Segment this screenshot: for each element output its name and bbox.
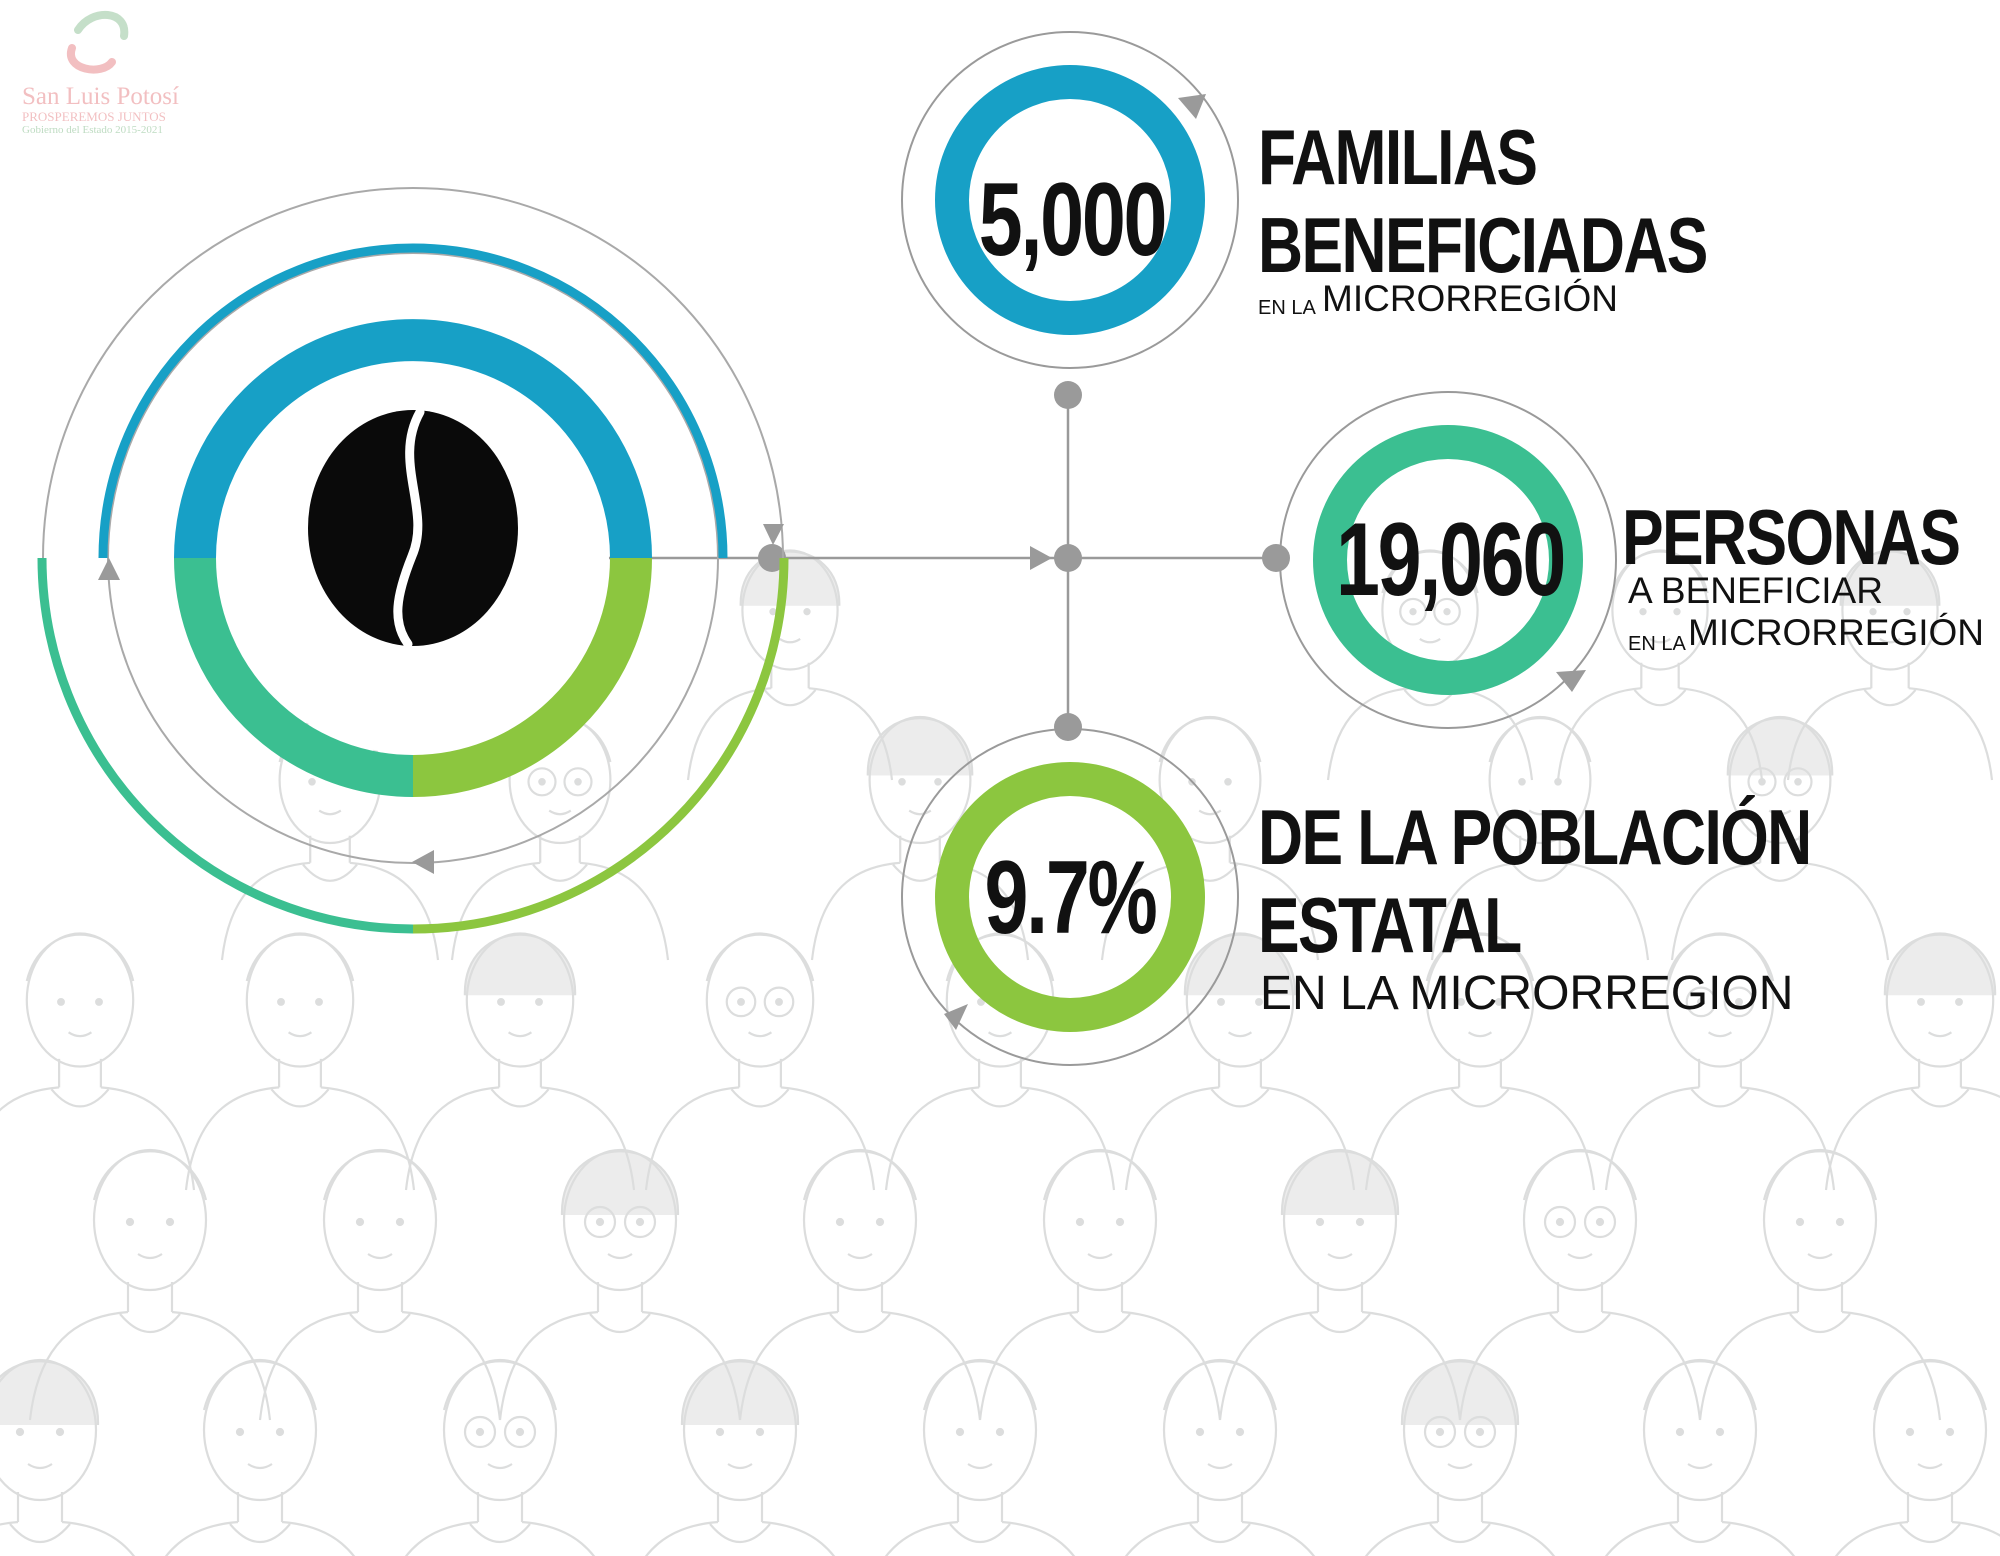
- stat-prefix-families: EN LA: [1258, 297, 1316, 319]
- crowd-figure: [1125, 1358, 1315, 1556]
- crowd-figure: [1605, 1358, 1795, 1556]
- crowd-figure: [1458, 1148, 1702, 1421]
- stat-subline-people: A BENEFICIAR: [1628, 570, 1883, 611]
- crowd-figure: [1670, 715, 1890, 961]
- connector-dots: [758, 381, 1290, 741]
- stat-ring-people: [1279, 391, 1617, 729]
- stat-heading-population-2: ESTATAL: [1258, 881, 1522, 969]
- stat-heading-families: FAMILIAS: [1258, 113, 1538, 201]
- logo-swoosh-icon: [66, 11, 129, 74]
- crowd-figure: [1698, 1148, 1942, 1421]
- stat-heading-families-2: BENEFICIADAS: [1258, 201, 1708, 289]
- stat-value-people: 19,060: [1335, 502, 1566, 618]
- crowd-figure: [1824, 932, 2000, 1191]
- stat-subline-people-2: MICRORREGIÓN: [1688, 612, 1984, 653]
- crowd-figure: [1604, 932, 1836, 1191]
- stat-subline-population: EN LA MICRORREGION: [1260, 967, 1794, 1020]
- crowd-figure: [1365, 1358, 1555, 1556]
- crowd-figure: [184, 932, 416, 1191]
- stat-heading-people: PERSONAS: [1622, 493, 1961, 581]
- crowd-figure: [0, 1358, 135, 1556]
- crowd-figure: [165, 1358, 355, 1556]
- logo-slogan: PROSPEREMOS JUNTOS: [22, 109, 166, 124]
- coffee-bean-icon: [308, 407, 518, 649]
- crowd-figure: [258, 1148, 502, 1421]
- stat-subline-families: MICRORREGIÓN: [1322, 278, 1618, 319]
- crowd-figure: [738, 1148, 982, 1421]
- crowd-figure: [1100, 715, 1320, 961]
- crowd-figure: [1218, 1148, 1462, 1421]
- crowd-figure: [885, 1358, 1075, 1556]
- logo-name: San Luis Potosí: [22, 83, 179, 110]
- crowd-figure: [1430, 715, 1650, 961]
- crowd-figure: [405, 1358, 595, 1556]
- logo-period: Gobierno del Estado 2015-2021: [22, 124, 163, 136]
- stat-ring-population: [901, 728, 1239, 1066]
- crowd-figure: [645, 1358, 835, 1556]
- crowd-figure: [978, 1148, 1222, 1421]
- crowd-figure: [0, 932, 196, 1191]
- crowd-figure: [1835, 1358, 2000, 1556]
- stat-value-population: 9.7%: [984, 840, 1157, 956]
- arrow-right-icon: [1030, 546, 1052, 570]
- crowd-figure: [644, 932, 876, 1191]
- stat-heading-population: DE LA POBLACIÓN: [1258, 793, 1812, 881]
- stat-ring-families: [901, 31, 1239, 369]
- stat-value-families: 5,000: [978, 162, 1168, 278]
- crowd-figure: [1556, 549, 1764, 781]
- stat-prefix-people: EN LA: [1628, 633, 1686, 655]
